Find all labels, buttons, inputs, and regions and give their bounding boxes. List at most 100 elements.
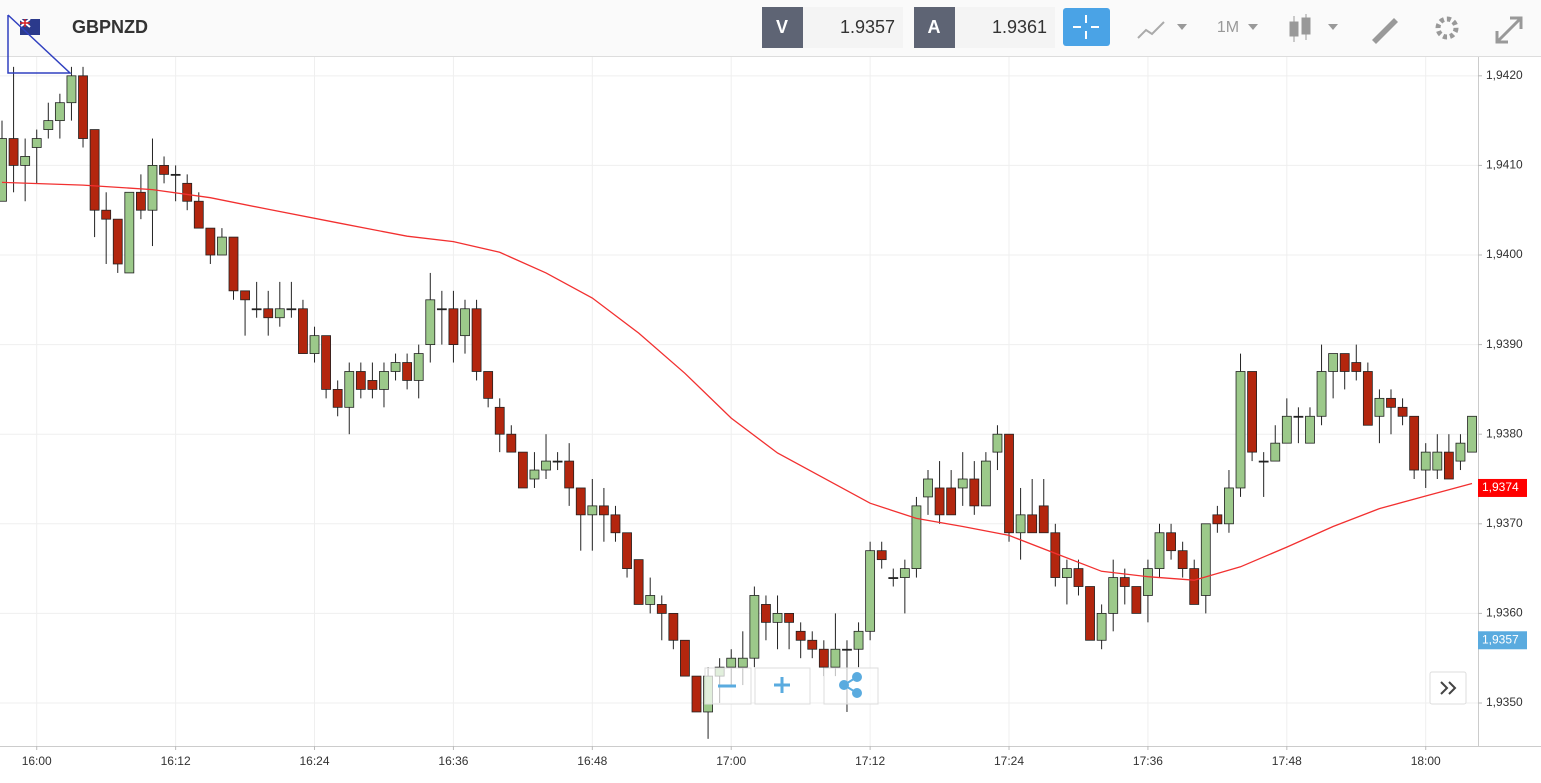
candle-body xyxy=(980,460,991,507)
price-tag xyxy=(1478,478,1527,497)
y-tick-label: 1,9350 xyxy=(1486,695,1523,709)
candle-body xyxy=(332,389,343,408)
x-tick-label: 16:24 xyxy=(300,754,330,768)
candle-body xyxy=(1386,397,1396,408)
candle-body xyxy=(135,191,146,211)
candle-body xyxy=(355,371,366,390)
candle-body xyxy=(923,478,933,498)
candle-body xyxy=(344,371,355,408)
candle-body xyxy=(112,218,123,265)
candle-body xyxy=(425,299,436,346)
ask-button[interactable] xyxy=(914,7,955,48)
candle-body xyxy=(517,451,528,489)
x-tick-label: 16:00 xyxy=(22,754,52,768)
candle-body xyxy=(645,595,656,605)
bid-label: V xyxy=(776,17,788,37)
candle-body xyxy=(726,657,737,668)
candle-body xyxy=(946,487,957,516)
candle-body xyxy=(182,182,193,202)
candle-body xyxy=(552,460,563,463)
candle-body xyxy=(865,550,876,632)
crosshair-icon xyxy=(1073,15,1099,39)
candle-body xyxy=(240,290,250,301)
plus-icon xyxy=(774,677,790,693)
candle-body xyxy=(749,595,760,659)
candle-body xyxy=(853,630,864,650)
ask-label: A xyxy=(928,17,941,37)
candle-body xyxy=(1455,442,1466,462)
x-tick-label: 17:12 xyxy=(855,754,885,768)
candle-body xyxy=(1143,568,1153,596)
chart-type-icon[interactable] xyxy=(1137,21,1165,39)
crosshair-button[interactable] xyxy=(1063,8,1110,46)
candle-body xyxy=(274,308,285,319)
candle-body xyxy=(807,639,818,650)
candle-body xyxy=(31,138,42,148)
bid-button[interactable] xyxy=(762,7,803,48)
candle-body xyxy=(494,406,505,435)
timeframe[interactable]: 1M xyxy=(1217,19,1239,36)
drawing-annotation xyxy=(7,14,72,74)
candle-body xyxy=(1038,505,1049,534)
candle-body xyxy=(1397,406,1408,417)
y-tick-label: 1,9380 xyxy=(1486,426,1523,440)
moving-average xyxy=(1,181,1473,581)
candle-body xyxy=(1409,415,1420,471)
candle-body xyxy=(205,227,216,256)
x-tick-label: 16:12 xyxy=(161,754,191,768)
x-tick-label: 18:00 xyxy=(1411,754,1441,768)
y-tick-label: 1,9410 xyxy=(1486,158,1523,172)
candle-body xyxy=(1015,514,1026,534)
candle-body xyxy=(263,308,274,319)
candle-body xyxy=(1316,371,1327,417)
settings-icon[interactable] xyxy=(1435,16,1459,40)
candle-body xyxy=(436,308,447,311)
candle-body xyxy=(1096,612,1107,641)
candle-body xyxy=(1004,433,1014,534)
candle-body xyxy=(1177,550,1188,569)
candle-body xyxy=(8,138,19,166)
candle-body xyxy=(251,308,262,311)
candle-body xyxy=(1154,532,1165,569)
dropdown xyxy=(1248,24,1258,30)
candle-body xyxy=(1467,415,1477,453)
candle-body xyxy=(1085,586,1095,641)
candle-body xyxy=(1062,568,1072,578)
candle-body xyxy=(471,308,482,372)
ask-box xyxy=(955,7,1055,48)
candle-body xyxy=(1027,514,1038,534)
fullscreen-icon[interactable] xyxy=(1495,16,1523,44)
candle-icon[interactable] xyxy=(1289,14,1311,42)
candle-body xyxy=(876,550,887,561)
candle-body xyxy=(633,559,644,605)
candle-body xyxy=(888,577,899,579)
candle-body xyxy=(89,129,100,211)
candle-body xyxy=(1420,451,1431,471)
candle-body xyxy=(1258,460,1269,463)
candle-body xyxy=(483,371,494,399)
share[interactable] xyxy=(823,667,879,705)
y-tick-label: 1,9370 xyxy=(1486,516,1523,530)
price-tag xyxy=(1478,631,1527,650)
candle-body xyxy=(78,75,88,139)
candle-body xyxy=(228,236,239,292)
candle-body xyxy=(969,478,980,507)
draw-icon[interactable] xyxy=(1372,18,1398,44)
symbol: GBPNZD xyxy=(72,17,148,37)
candle-body xyxy=(170,173,181,176)
candle-body xyxy=(1235,371,1246,489)
candle-body xyxy=(541,460,551,471)
candle-body xyxy=(1189,568,1200,605)
candle-body xyxy=(1351,362,1362,372)
candle-body xyxy=(54,102,65,122)
bid-price: 1.9357 xyxy=(840,17,895,37)
candle-body xyxy=(43,120,54,130)
candle-body xyxy=(298,308,308,354)
candle-body xyxy=(193,200,204,229)
candle-body xyxy=(1281,415,1292,444)
candle-body xyxy=(934,487,945,516)
candle-body xyxy=(1270,442,1281,462)
candle-body xyxy=(147,165,158,211)
candle-body xyxy=(1119,577,1130,587)
